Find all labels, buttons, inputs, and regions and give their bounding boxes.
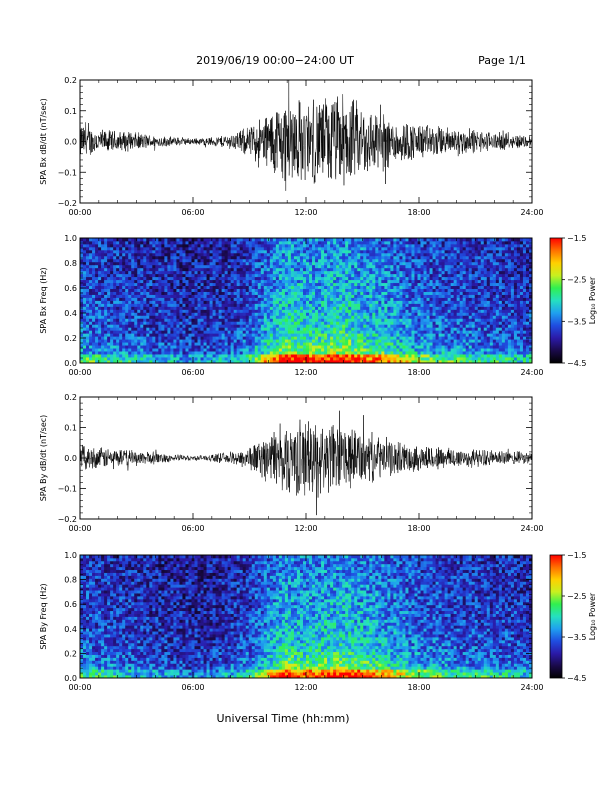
x-tick-label: 18:00	[407, 368, 430, 377]
figure-title: 2019/06/19 00:00−24:00 UT	[196, 54, 354, 67]
y-tick-label: −0.1	[58, 168, 77, 177]
x-tick-label: 06:00	[181, 524, 204, 533]
y-tick-label: 0.1	[64, 424, 77, 433]
x-tick-label: 24:00	[520, 208, 543, 217]
y-tick-label: 0.0	[64, 454, 77, 463]
colorbar-tick-label: −2.5	[567, 592, 586, 601]
colorbar	[549, 237, 563, 364]
y-tick-label: 0.2	[64, 393, 77, 402]
y-tick-label: 0.2	[64, 649, 77, 658]
y-tick-label: 0.6	[64, 284, 77, 293]
y-axis-label: SPA By Freq (Hz)	[39, 583, 48, 649]
y-tick-label: 0.0	[64, 674, 77, 683]
y-axis-label: SPA Bx dB/dt (nT/sec)	[39, 98, 48, 185]
colorbar-label: Log₁₀ Power	[588, 592, 597, 640]
x-tick-label: 18:00	[407, 683, 430, 692]
x-axis-label: Universal Time (hh:mm)	[217, 712, 350, 725]
colorbar	[549, 554, 563, 679]
x-tick-label: 24:00	[520, 524, 543, 533]
spectrogram-cells	[80, 238, 533, 364]
y-tick-label: 0.8	[64, 259, 77, 268]
x-tick-label: 00:00	[68, 683, 91, 692]
y-axis-label: SPA Bx Freq (Hz)	[39, 267, 48, 333]
x-tick-label: 06:00	[181, 368, 204, 377]
y-tick-label: 0.8	[64, 576, 77, 585]
bx-spectrogram-panel: −1.5 −2.5 −3.5 −4.5 Log₁₀ Power 0.0 0.2 0.4 0.6 0…	[39, 234, 597, 377]
x-tick-label: 12:00	[294, 683, 317, 692]
y-axis-label: SPA By dB/dt (nT/sec)	[39, 415, 48, 502]
colorbar-tick-label: −4.5	[567, 674, 586, 683]
y-tick-label: 0.4	[64, 309, 77, 318]
colorbar-tick-label: −2.5	[567, 276, 586, 285]
x-tick-label: 18:00	[407, 524, 430, 533]
waveform-trace	[80, 80, 532, 191]
waveform-trace	[80, 410, 532, 516]
y-tick-label: 0.1	[64, 107, 77, 116]
x-tick-label: 24:00	[520, 368, 543, 377]
y-tick-label: 0.2	[64, 76, 77, 85]
y-tick-label: 0.2	[64, 334, 77, 343]
x-tick-label: 24:00	[520, 683, 543, 692]
y-tick-label: 1.0	[64, 234, 77, 243]
spectrogram-cells	[80, 555, 533, 679]
y-tick-label: −0.2	[58, 515, 77, 524]
x-tick-label: 00:00	[68, 368, 91, 377]
x-tick-label: 00:00	[68, 208, 91, 217]
y-tick-label: 1.0	[64, 551, 77, 560]
y-tick-label: −0.1	[58, 485, 77, 494]
y-tick-label: −0.2	[58, 199, 77, 208]
colorbar-tick-label: −3.5	[567, 633, 586, 642]
by-waveform-panel: −0.2 −0.1 0.0 0.1 0.2 00:00 06:00 12:00 18:00 24:…	[39, 393, 544, 533]
y-tick-label: 0.6	[64, 600, 77, 609]
bx-waveform-panel: −0.2 −0.1 0.0 0.1 0.2 00:00 06:00 12:00 18:00 24:…	[39, 76, 544, 217]
colorbar-tick-label: −1.5	[567, 551, 586, 560]
colorbar-tick-label: −1.5	[567, 234, 586, 243]
y-tick-label: 0.0	[64, 138, 77, 147]
colorbar-tick-label: −4.5	[567, 359, 586, 368]
colorbar-tick-label: −3.5	[567, 317, 586, 326]
x-tick-label: 06:00	[181, 208, 204, 217]
by-spectrogram-panel: −1.5 −2.5 −3.5 −4.5 Log₁₀ Power 0.0 0.2 0.4 0.6 0…	[39, 551, 597, 692]
y-tick-label: 0.4	[64, 625, 77, 634]
x-tick-label: 12:00	[294, 208, 317, 217]
x-tick-label: 00:00	[68, 524, 91, 533]
y-tick-label: 0.0	[64, 359, 77, 368]
x-tick-label: 12:00	[294, 368, 317, 377]
x-tick-label: 06:00	[181, 683, 204, 692]
x-tick-label: 12:00	[294, 524, 317, 533]
page-indicator: Page 1/1	[478, 54, 526, 67]
x-tick-label: 18:00	[407, 208, 430, 217]
colorbar-label: Log₁₀ Power	[588, 276, 597, 324]
